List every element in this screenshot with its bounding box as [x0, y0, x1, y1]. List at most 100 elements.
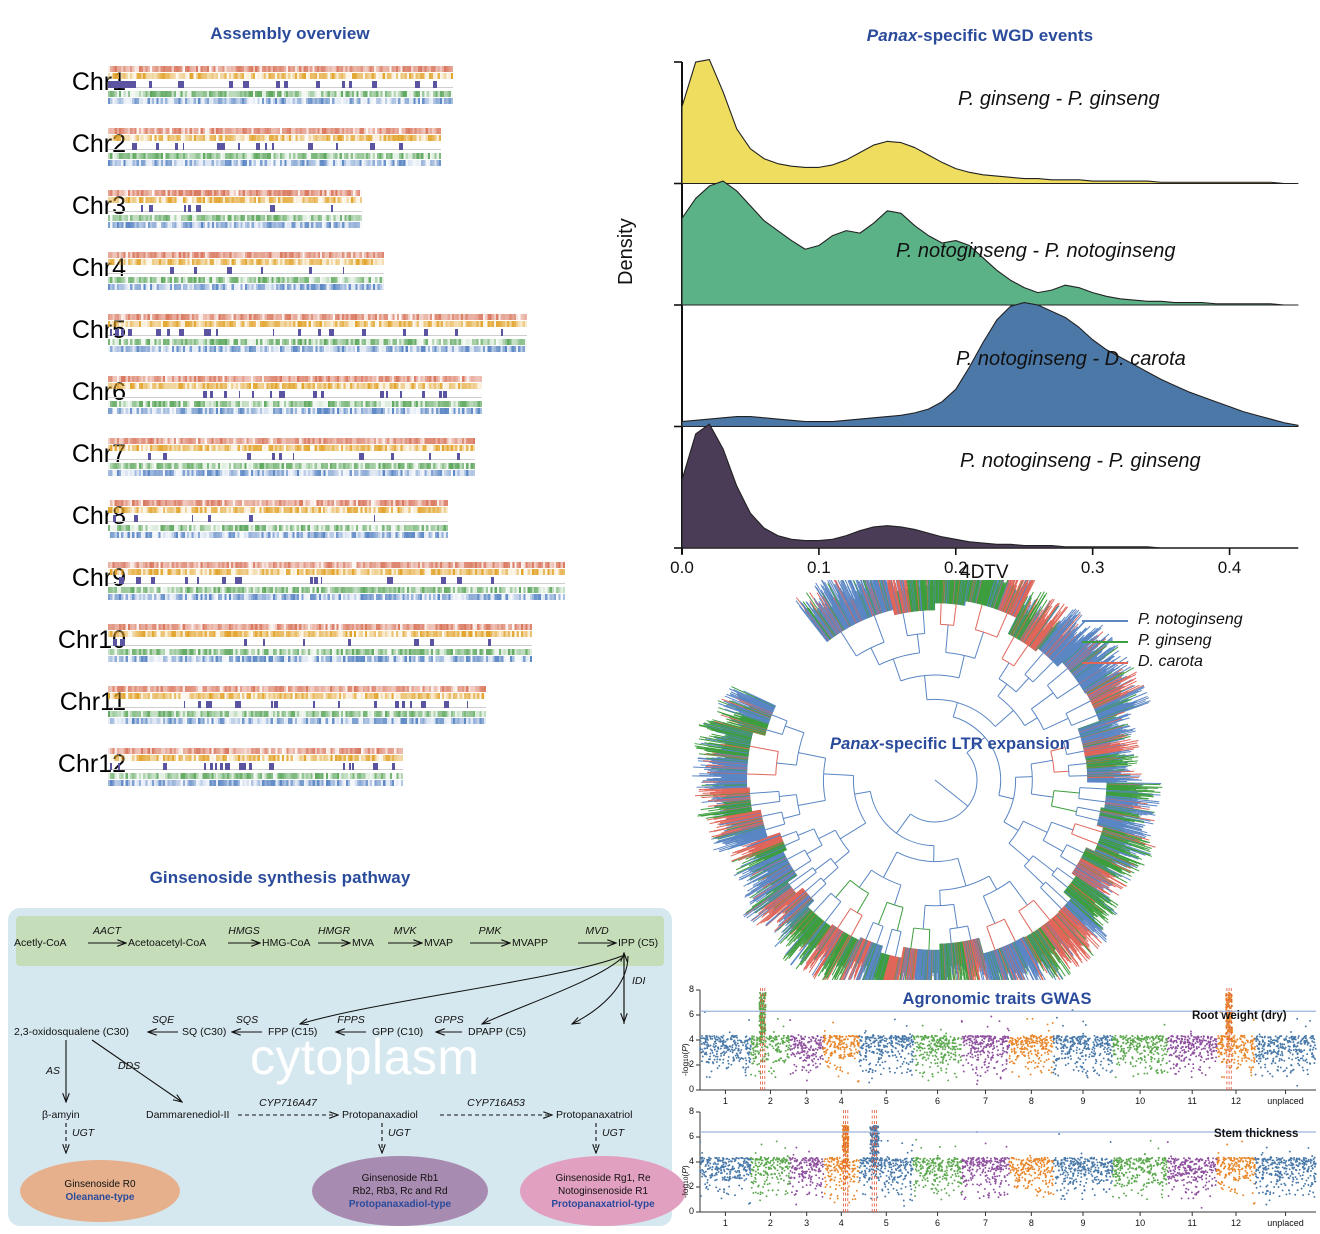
pathway-title: Ginsenoside synthesis pathway: [149, 868, 411, 887]
assembly-overview-panel: Assembly overview Chr1 Chr2 Chr3 Chr4 Chr5 Ch…: [0, 0, 660, 845]
marker-tick: [274, 701, 279, 708]
marker-tick: [282, 391, 285, 398]
marker-tick: [359, 453, 364, 460]
repeat-density-track: [108, 321, 527, 327]
marker-tick: [329, 329, 334, 336]
marker-tick: [180, 81, 184, 88]
repeat-density-track: [108, 631, 532, 637]
enzyme-HMGS: HMGS: [228, 925, 260, 937]
track-baseline: [108, 87, 453, 88]
marker-tick: [342, 267, 345, 274]
marker-tick: [244, 81, 249, 88]
marker-tick: [207, 329, 212, 336]
marker-tick: [264, 143, 268, 150]
product-type-label: Protopanaxadiol-type: [348, 1198, 452, 1210]
marker-tick: [183, 205, 186, 212]
marker-tick: [336, 143, 339, 150]
gc-content-track: [108, 711, 486, 717]
marker-tick: [490, 577, 494, 584]
metabolite-r2-3: GPP (C10): [372, 1026, 424, 1038]
ltr-title: Panax-specific LTR expansion: [805, 735, 1095, 754]
chromosome-row: Chr6: [0, 368, 620, 426]
metabolite-r2-1: SQ (C30): [182, 1026, 227, 1038]
gwas-x-tick: unplaced: [1267, 1218, 1304, 1228]
repeat-density-track: [108, 197, 362, 203]
marker-tick: [170, 267, 175, 274]
track-baseline: [108, 583, 565, 584]
marker-tick: [223, 391, 228, 398]
wgd-x-tick: 0.2: [943, 558, 968, 577]
chromosome-tracks: [108, 744, 403, 798]
marker-tick: [220, 143, 223, 150]
product-name-line: Ginsenoside R0: [64, 1179, 136, 1190]
marker-tick: [251, 391, 254, 398]
metabolite-1: Acetoacetyl-CoA: [128, 937, 207, 949]
chromosome-tracks: [108, 620, 532, 674]
marker-tick: [209, 391, 213, 398]
enzyme-UGT-0: UGT: [72, 1127, 95, 1139]
marker-tick: [229, 81, 233, 88]
gwas-y-tick: 4: [688, 1156, 694, 1166]
track-baseline: [108, 211, 362, 212]
marker-tick: [244, 639, 247, 646]
chromosome-tracks: [108, 682, 486, 736]
repeat-density-track: [108, 569, 565, 575]
marker-tick: [447, 701, 450, 708]
marker-tick: [276, 81, 281, 88]
track-baseline: [108, 273, 384, 274]
gene-density-track: [108, 500, 448, 506]
track-baseline: [108, 335, 527, 336]
product-ellipse-1: Ginsenoside Rb1 Rb2, Rb3, Rc and Rd Protop…: [312, 1156, 488, 1226]
gwas-y-axis-label: -log10(P): [680, 1043, 690, 1076]
gwas-x-tick: 5: [883, 1096, 889, 1106]
chromosome-tracks: [108, 186, 362, 240]
track-baseline: [108, 149, 441, 150]
marker-tick: [312, 391, 317, 398]
gwas-title: Agronomic traits GWAS: [902, 990, 1092, 1008]
marker-tick: [429, 453, 432, 460]
chromosome-tracks: [108, 62, 453, 116]
marker-tick: [456, 453, 460, 460]
chromosome-tracks: [108, 372, 482, 426]
ltr-density-track: [108, 532, 448, 538]
marker-tick: [242, 81, 247, 88]
repeat-density-track: [108, 445, 475, 451]
ltr-density-track: [108, 346, 527, 352]
wgd-plot-svg: [674, 59, 1299, 555]
legend-line-p--notoginseng: [1082, 620, 1128, 622]
marker-tick: [210, 763, 214, 770]
gwas-x-tick: 1: [722, 1096, 728, 1106]
gene-density-track: [108, 128, 441, 134]
gwas-x-tick: 12: [1230, 1096, 1241, 1106]
metabolite-r3-0: β-amyin: [42, 1109, 80, 1121]
marker-track: [108, 515, 448, 522]
gene-density-track: [108, 562, 565, 568]
marker-tick: [208, 701, 212, 708]
gwas-x-tick: 10: [1135, 1096, 1146, 1106]
marker-tick: [373, 81, 378, 88]
marker-tick: [292, 453, 295, 460]
gwas-x-tick: 12: [1230, 1218, 1241, 1228]
marker-tick: [410, 701, 413, 708]
marker-tick: [421, 391, 426, 398]
marker-tick: [284, 81, 288, 88]
enzyme-HMGR: HMGR: [317, 925, 351, 937]
gwas-x-tick: unplaced: [1267, 1096, 1304, 1106]
wgd-title-italic: Panax: [866, 26, 918, 45]
marker-tick: [174, 143, 179, 150]
marker-tick: [321, 391, 325, 398]
legend-line-d--carota: [1082, 662, 1128, 664]
chromosome-row: Chr7: [0, 430, 620, 488]
marker-tick: [237, 143, 241, 150]
enzyme-SQS: SQS: [235, 1014, 259, 1026]
marker-tick: [390, 453, 395, 460]
product-name-line: Ginsenoside Rb1: [361, 1172, 439, 1184]
gc-content-track: [108, 773, 403, 779]
gwas-x-tick: 5: [883, 1218, 889, 1228]
marker-tick: [163, 453, 167, 460]
marker-tick: [182, 143, 185, 150]
marker-tick: [443, 701, 449, 708]
gwas-manhattan-svg: [696, 988, 1317, 1216]
wgd-series-label: P. notoginseng - P. ginseng: [960, 450, 1201, 472]
ltr-density-track: [108, 656, 532, 662]
